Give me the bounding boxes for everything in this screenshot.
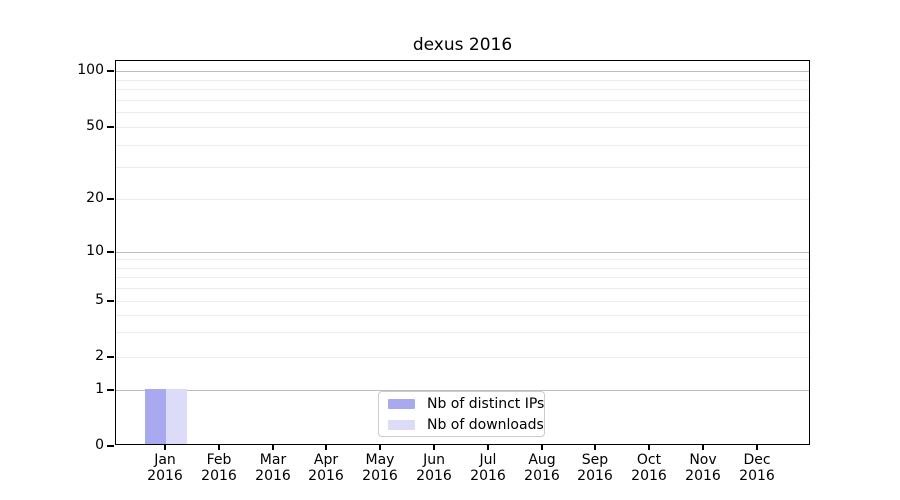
- y-tick-label-50: 50: [86, 118, 104, 134]
- x-tick-label-feb: Feb 2016: [191, 452, 247, 484]
- gridline-major-10: [116, 252, 809, 253]
- y-tick-mark-20: [107, 198, 114, 200]
- x-tick-year: 2016: [201, 468, 237, 484]
- x-tick-mark-aug: [541, 445, 543, 450]
- x-tick-year: 2016: [685, 468, 721, 484]
- gridline-minor-90: [116, 80, 809, 81]
- x-tick-mark-dec: [756, 445, 758, 450]
- x-tick-year: 2016: [308, 468, 344, 484]
- legend-label-downloads: Nb of downloads: [427, 416, 544, 433]
- x-tick-mark-feb: [218, 445, 220, 450]
- x-tick-mark-jan: [164, 445, 166, 450]
- x-tick-label-sep: Sep 2016: [567, 452, 623, 484]
- legend: Nb of distinct IPs Nb of downloads: [378, 391, 545, 437]
- gridline-minor-2: [116, 357, 809, 358]
- x-tick-year: 2016: [739, 468, 775, 484]
- y-tick-mark-5: [107, 300, 114, 302]
- gridline-minor-3: [116, 332, 809, 333]
- plot-area: Nb of distinct IPs Nb of downloads: [115, 60, 810, 445]
- gridline-minor-40: [116, 145, 809, 146]
- x-tick-year: 2016: [416, 468, 452, 484]
- y-tick-label-5: 5: [95, 292, 104, 308]
- x-tick-mark-oct: [648, 445, 650, 450]
- x-tick-year: 2016: [524, 468, 560, 484]
- x-tick-year: 2016: [147, 468, 183, 484]
- x-tick-month: Feb: [206, 452, 232, 468]
- x-tick-month: Jul: [479, 452, 497, 468]
- x-tick-label-oct: Oct 2016: [621, 452, 677, 484]
- x-tick-month: Sep: [581, 452, 609, 468]
- x-tick-mark-sep: [594, 445, 596, 450]
- gridline-minor-30: [116, 167, 809, 168]
- gridline-major-100: [116, 71, 809, 72]
- gridline-major-1: [116, 390, 809, 391]
- x-tick-label-mar: Mar 2016: [245, 452, 301, 484]
- x-tick-label-dec: Dec 2016: [729, 452, 785, 484]
- x-tick-label-apr: Apr 2016: [298, 452, 354, 484]
- y-tick-mark-10: [107, 251, 114, 253]
- gridline-minor-7: [116, 277, 809, 278]
- x-tick-label-nov: Nov 2016: [675, 452, 731, 484]
- x-tick-label-aug: Aug 2016: [514, 452, 570, 484]
- gridline-minor-80: [116, 89, 809, 90]
- x-tick-month: Nov: [689, 452, 717, 468]
- gridline-minor-5: [116, 301, 809, 302]
- gridline-minor-60: [116, 112, 809, 113]
- y-tick-mark-1: [107, 389, 114, 391]
- x-tick-label-jul: Jul 2016: [460, 452, 516, 484]
- gridline-minor-9: [116, 259, 809, 260]
- x-tick-year: 2016: [255, 468, 291, 484]
- y-tick-label-2: 2: [95, 348, 104, 364]
- x-tick-mark-jul: [487, 445, 489, 450]
- gridline-minor-8: [116, 268, 809, 269]
- x-tick-mark-nov: [702, 445, 704, 450]
- legend-item-distinct-ips: Nb of distinct IPs: [379, 394, 544, 413]
- x-tick-mark-may: [379, 445, 381, 450]
- x-tick-month: Jan: [154, 452, 176, 468]
- x-tick-mark-mar: [272, 445, 274, 450]
- y-tick-label-1: 1: [95, 381, 104, 397]
- x-tick-month: May: [365, 452, 395, 468]
- x-tick-year: 2016: [362, 468, 398, 484]
- legend-item-downloads: Nb of downloads: [379, 415, 544, 434]
- y-tick-label-20: 20: [86, 190, 104, 206]
- y-tick-mark-50: [107, 126, 114, 128]
- x-tick-month: Aug: [528, 452, 556, 468]
- x-tick-month: Oct: [636, 452, 662, 468]
- y-tick-mark-2: [107, 356, 114, 358]
- legend-swatch-downloads: [388, 419, 415, 430]
- x-tick-label-jan: Jan 2016: [137, 452, 193, 484]
- gridline-minor-70: [116, 100, 809, 101]
- x-tick-label-may: May 2016: [352, 452, 408, 484]
- x-tick-month: Jun: [423, 452, 445, 468]
- legend-label-distinct-ips: Nb of distinct IPs: [427, 395, 545, 412]
- bar-jan-series-0: [145, 389, 166, 444]
- x-tick-year: 2016: [631, 468, 667, 484]
- x-tick-year: 2016: [470, 468, 506, 484]
- gridline-minor-6: [116, 288, 809, 289]
- gridline-minor-50: [116, 127, 809, 128]
- bar-jan-series-1: [166, 389, 187, 444]
- y-tick-mark-100: [107, 70, 114, 72]
- x-tick-year: 2016: [577, 468, 613, 484]
- x-tick-label-jun: Jun 2016: [406, 452, 462, 484]
- y-tick-mark-0: [107, 445, 114, 447]
- y-tick-label-0: 0: [95, 437, 104, 453]
- gridline-minor-4: [116, 315, 809, 316]
- x-tick-month: Apr: [313, 452, 339, 468]
- gridline-minor-20: [116, 199, 809, 200]
- y-tick-label-100: 100: [77, 62, 104, 78]
- x-tick-month: Dec: [743, 452, 771, 468]
- legend-swatch-distinct-ips: [388, 398, 415, 409]
- x-tick-mark-apr: [325, 445, 327, 450]
- chart-title: dexus 2016: [412, 35, 513, 55]
- y-tick-label-10: 10: [86, 243, 104, 259]
- x-tick-month: Mar: [259, 452, 287, 468]
- x-tick-mark-jun: [433, 445, 435, 450]
